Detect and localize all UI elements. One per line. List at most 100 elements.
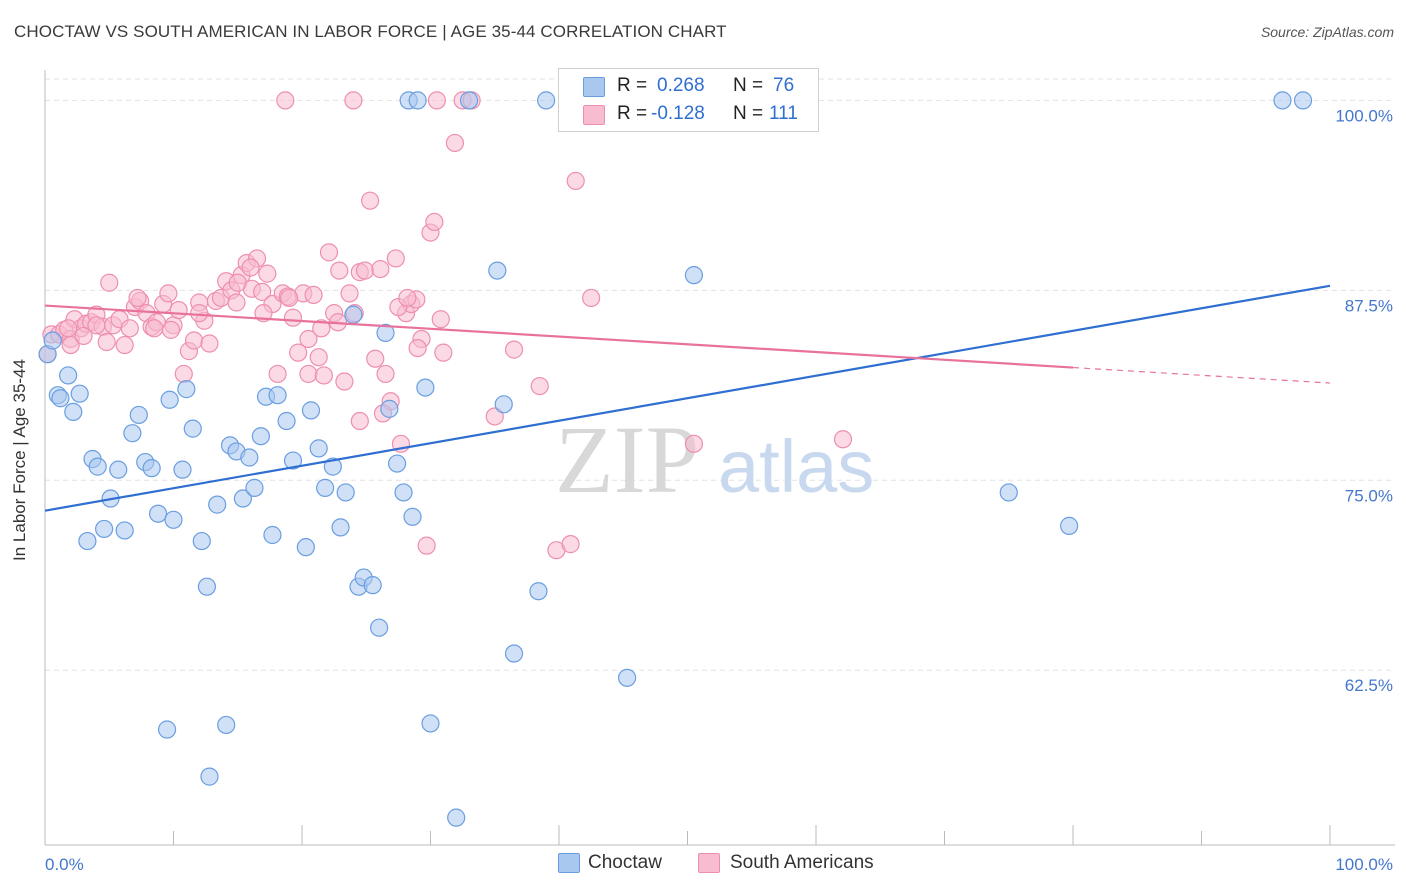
pink-point — [376, 364, 395, 384]
pink-point — [174, 364, 193, 384]
bottom-legend-label: Choctaw — [588, 852, 662, 873]
y-tick-label: 62.5% — [1345, 676, 1393, 695]
pink-point — [417, 536, 436, 555]
legend-swatch-blue — [583, 77, 605, 97]
watermark: ZIP atlas — [555, 406, 874, 513]
pink-point — [684, 434, 704, 453]
legend-r-value: -0.128 — [651, 103, 705, 124]
pink-point — [344, 91, 363, 110]
pink-point — [309, 348, 328, 367]
bottom-legend-label: South Americans — [730, 852, 874, 873]
legend-n-value: 76 — [773, 75, 795, 96]
blue-point — [129, 405, 148, 425]
y-tick-label: 75.0% — [1345, 486, 1393, 505]
blue-point — [245, 478, 264, 497]
pink-point — [350, 411, 369, 431]
blue-point — [494, 395, 513, 414]
blue-trend-line — [44, 284, 1331, 512]
blue-point — [394, 483, 413, 502]
pink-point — [425, 212, 444, 232]
pink-point — [319, 243, 339, 262]
blue-point — [370, 618, 389, 637]
blue-point — [344, 305, 363, 324]
blue-point — [1293, 91, 1313, 110]
blue-point — [504, 644, 524, 663]
blue-point — [70, 384, 89, 403]
pink-point — [253, 282, 272, 301]
blue-point — [78, 531, 97, 551]
blue-point — [88, 457, 107, 476]
blue-point — [403, 507, 422, 526]
blue-point — [336, 483, 355, 502]
blue-point — [1060, 516, 1079, 535]
blue-point — [157, 720, 177, 739]
pink-point — [120, 319, 139, 338]
chart-title: CHOCTAW VS SOUTH AMERICAN IN LABOR FORCE… — [14, 22, 727, 41]
y-tick-label: 87.5% — [1345, 296, 1393, 315]
blue-point — [164, 510, 183, 529]
pink-point — [434, 343, 453, 362]
blue-point — [233, 489, 252, 508]
blue-point — [684, 266, 704, 285]
blue-point — [148, 504, 168, 523]
pink-point — [361, 191, 380, 210]
legend-r-label: R = — [617, 103, 648, 124]
pink-point — [241, 258, 260, 277]
x-tick-label-right: 100.0% — [1335, 855, 1393, 874]
pink-point — [190, 304, 209, 323]
pink-point — [582, 288, 601, 308]
y-tick-label: 100.0% — [1335, 106, 1393, 125]
pink-point — [100, 273, 119, 292]
legend-r-value: 0.268 — [657, 75, 705, 96]
blue-point — [447, 808, 466, 827]
blue-point — [268, 386, 287, 405]
stats-legend: R = 0.268 N = 76 R = -0.128 N = 111 — [558, 68, 819, 132]
axes — [44, 70, 1395, 846]
blue-point — [459, 91, 479, 110]
pink-point — [335, 372, 354, 391]
pink-point — [268, 364, 287, 384]
legend-n-label: N = — [733, 103, 764, 124]
blue-point — [488, 261, 507, 280]
blue-point — [537, 91, 556, 110]
source-label: Source: ZipAtlas.com — [1260, 24, 1394, 40]
pink-point — [276, 91, 295, 110]
blue-point — [301, 401, 321, 420]
blue-point — [109, 460, 128, 479]
blue-point — [177, 380, 196, 399]
pink-point — [227, 293, 246, 312]
pink-point — [87, 316, 106, 335]
pink-point — [159, 284, 178, 303]
bottom-swatch-pink — [698, 853, 720, 873]
blue-point — [1273, 91, 1292, 110]
pink-point — [366, 349, 385, 368]
blue-point — [43, 331, 62, 350]
pink-point — [145, 319, 164, 338]
tick-labels: 100.0% 87.5% 75.0% 62.5% 0.0% 100.0% — [45, 106, 1393, 874]
blue-point — [64, 402, 83, 422]
pink-point — [445, 133, 465, 153]
pink-point — [340, 284, 359, 303]
trend-lines — [44, 284, 1331, 512]
legend-n-label: N = — [733, 75, 764, 96]
pink-point — [280, 288, 299, 308]
pink-point — [408, 338, 427, 358]
blue-point — [999, 483, 1018, 502]
pink-point — [299, 364, 318, 384]
blue-point — [380, 399, 399, 418]
pink-point — [200, 334, 219, 353]
blue-point — [95, 519, 114, 539]
pink-point — [184, 331, 204, 350]
pink-point — [299, 329, 318, 349]
pink-point — [283, 308, 303, 327]
legend-n-value: 111 — [769, 103, 798, 124]
pink-point — [312, 319, 331, 338]
pink-point — [74, 326, 93, 346]
blue-point — [323, 457, 342, 476]
pink-point — [161, 320, 181, 339]
pink-point — [386, 249, 405, 268]
pink-point — [504, 340, 524, 359]
pink-point — [485, 407, 504, 426]
pink-point — [398, 288, 417, 308]
pink-point — [330, 261, 349, 280]
